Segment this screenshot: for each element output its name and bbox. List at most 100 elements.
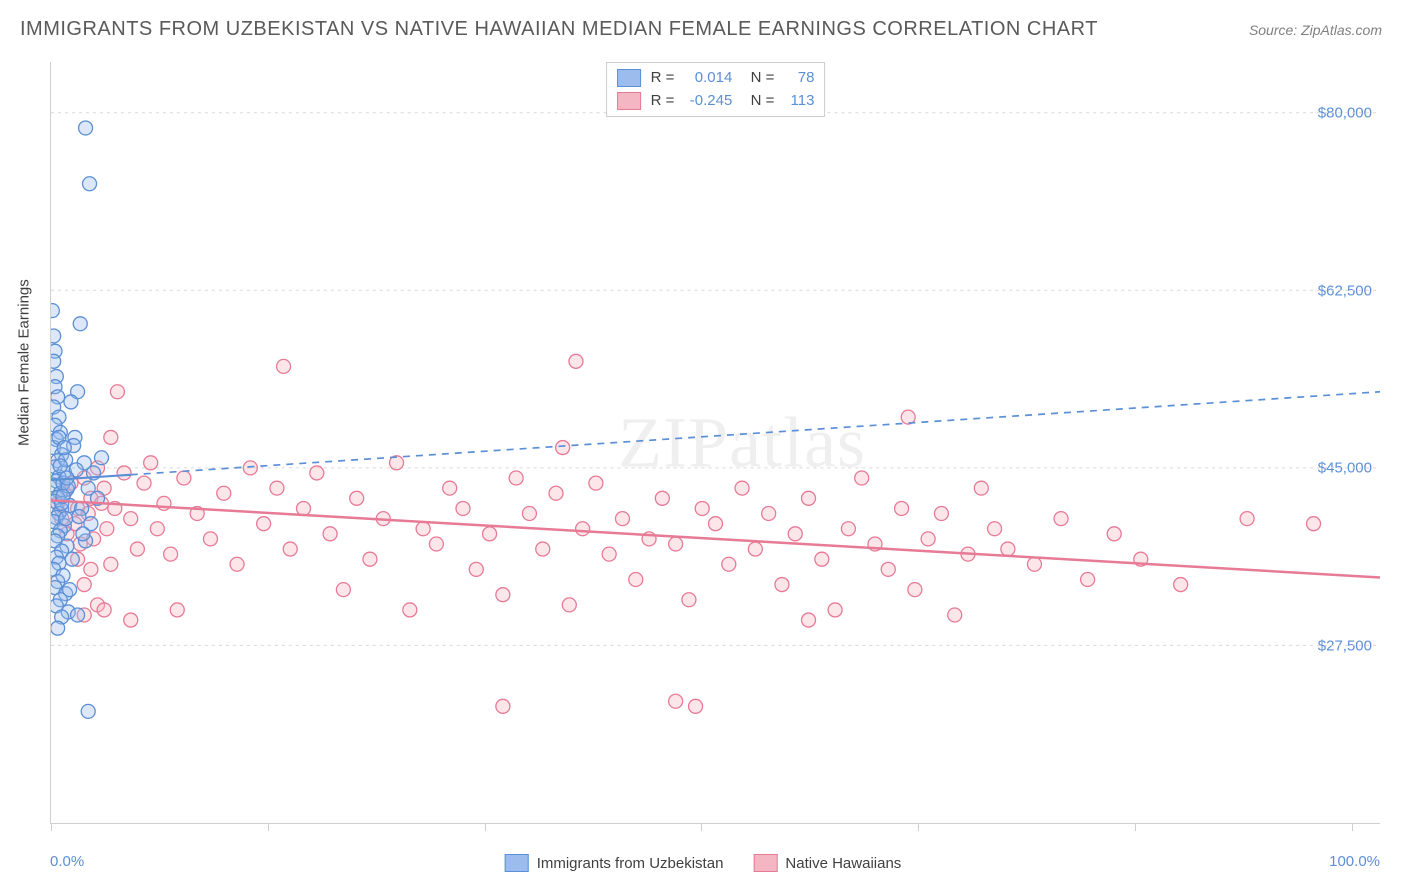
data-point-hawaiian: [569, 354, 583, 368]
data-point-hawaiian: [323, 527, 337, 541]
data-point-hawaiian: [456, 501, 470, 515]
data-point-hawaiian: [682, 593, 696, 607]
legend-label-hawaiian: Native Hawaiians: [785, 855, 901, 872]
data-point-hawaiian: [615, 512, 629, 526]
data-point-hawaiian: [310, 466, 324, 480]
n-label: N =: [742, 90, 774, 113]
data-point-uzbekistan: [59, 512, 73, 526]
legend-item-hawaiian: Native Hawaiians: [753, 854, 901, 872]
data-point-hawaiian: [104, 557, 118, 571]
data-point-uzbekistan: [51, 621, 65, 635]
data-point-hawaiian: [948, 608, 962, 622]
data-point-uzbekistan: [95, 451, 109, 465]
data-point-hawaiian: [1107, 527, 1121, 541]
data-point-hawaiian: [277, 359, 291, 373]
swatch-hawaiian-icon: [753, 854, 777, 872]
data-point-uzbekistan: [51, 354, 61, 368]
data-point-hawaiian: [722, 557, 736, 571]
data-point-uzbekistan: [64, 395, 78, 409]
data-point-hawaiian: [602, 547, 616, 561]
swatch-uzbekistan-icon: [505, 854, 529, 872]
data-point-uzbekistan: [73, 317, 87, 331]
data-point-hawaiian: [100, 522, 114, 536]
data-point-hawaiian: [297, 501, 311, 515]
data-point-hawaiian: [150, 522, 164, 536]
data-point-hawaiian: [130, 542, 144, 556]
data-point-hawaiian: [104, 430, 118, 444]
data-point-hawaiian: [669, 537, 683, 551]
data-point-hawaiian: [230, 557, 244, 571]
data-point-uzbekistan: [81, 704, 95, 718]
data-point-uzbekistan: [57, 441, 71, 455]
data-point-hawaiian: [788, 527, 802, 541]
data-point-hawaiian: [974, 481, 988, 495]
x-tick: [51, 823, 52, 831]
data-point-hawaiian: [1027, 557, 1041, 571]
data-point-uzbekistan: [79, 121, 93, 135]
data-point-uzbekistan: [83, 177, 97, 191]
data-point-hawaiian: [536, 542, 550, 556]
data-point-hawaiian: [881, 562, 895, 576]
data-point-hawaiian: [77, 578, 91, 592]
data-point-hawaiian: [350, 491, 364, 505]
data-point-hawaiian: [735, 481, 749, 495]
chart-title: IMMIGRANTS FROM UZBEKISTAN VS NATIVE HAW…: [20, 18, 1098, 41]
data-point-hawaiian: [469, 562, 483, 576]
chart-svg: [51, 62, 1380, 823]
n-value-uzbekistan: 78: [784, 67, 814, 90]
data-point-hawaiian: [934, 507, 948, 521]
x-axis-max-label: 100.0%: [1329, 853, 1380, 870]
data-point-hawaiian: [403, 603, 417, 617]
x-tick: [1135, 823, 1136, 831]
data-point-hawaiian: [270, 481, 284, 495]
data-point-uzbekistan: [65, 552, 79, 566]
data-point-hawaiian: [655, 491, 669, 505]
data-point-hawaiian: [137, 476, 151, 490]
plot-area: R = 0.014 N = 78 R = -0.245 N = 113 ZIPa…: [50, 62, 1380, 824]
data-point-hawaiian: [243, 461, 257, 475]
data-point-hawaiian: [283, 542, 297, 556]
data-point-hawaiian: [110, 385, 124, 399]
data-point-uzbekistan: [63, 583, 77, 597]
data-point-hawaiian: [429, 537, 443, 551]
data-point-hawaiian: [988, 522, 1002, 536]
data-point-hawaiian: [689, 699, 703, 713]
data-point-hawaiian: [802, 491, 816, 505]
data-point-hawaiian: [1054, 512, 1068, 526]
trend-line-dashed-uzbekistan: [131, 392, 1380, 475]
data-point-hawaiian: [170, 603, 184, 617]
x-tick: [485, 823, 486, 831]
data-point-hawaiian: [695, 501, 709, 515]
data-point-hawaiian: [921, 532, 935, 546]
data-point-hawaiian: [509, 471, 523, 485]
data-point-hawaiian: [1307, 517, 1321, 531]
data-point-hawaiian: [841, 522, 855, 536]
data-point-uzbekistan: [71, 608, 85, 622]
data-point-hawaiian: [828, 603, 842, 617]
x-tick: [918, 823, 919, 831]
data-point-hawaiian: [177, 471, 191, 485]
data-point-hawaiian: [203, 532, 217, 546]
data-point-hawaiian: [363, 552, 377, 566]
x-axis-min-label: 0.0%: [50, 853, 84, 870]
data-point-hawaiian: [629, 572, 643, 586]
r-value-hawaiian: -0.245: [684, 90, 732, 113]
data-point-hawaiian: [144, 456, 158, 470]
data-point-hawaiian: [443, 481, 457, 495]
data-point-hawaiian: [483, 527, 497, 541]
data-point-hawaiian: [709, 517, 723, 531]
x-tick: [268, 823, 269, 831]
n-label: N =: [742, 67, 774, 90]
r-label: R =: [651, 90, 675, 113]
stats-row-uzbekistan: R = 0.014 N = 78: [617, 67, 815, 90]
r-value-uzbekistan: 0.014: [684, 67, 732, 90]
data-point-hawaiian: [802, 613, 816, 627]
data-point-hawaiian: [1174, 578, 1188, 592]
data-point-hawaiian: [124, 613, 138, 627]
data-point-hawaiian: [496, 588, 510, 602]
legend-label-uzbekistan: Immigrants from Uzbekistan: [537, 855, 724, 872]
trend-line-hawaiian: [51, 500, 1380, 577]
data-point-hawaiian: [217, 486, 231, 500]
data-point-hawaiian: [336, 583, 350, 597]
stats-legend: R = 0.014 N = 78 R = -0.245 N = 113: [606, 62, 826, 117]
